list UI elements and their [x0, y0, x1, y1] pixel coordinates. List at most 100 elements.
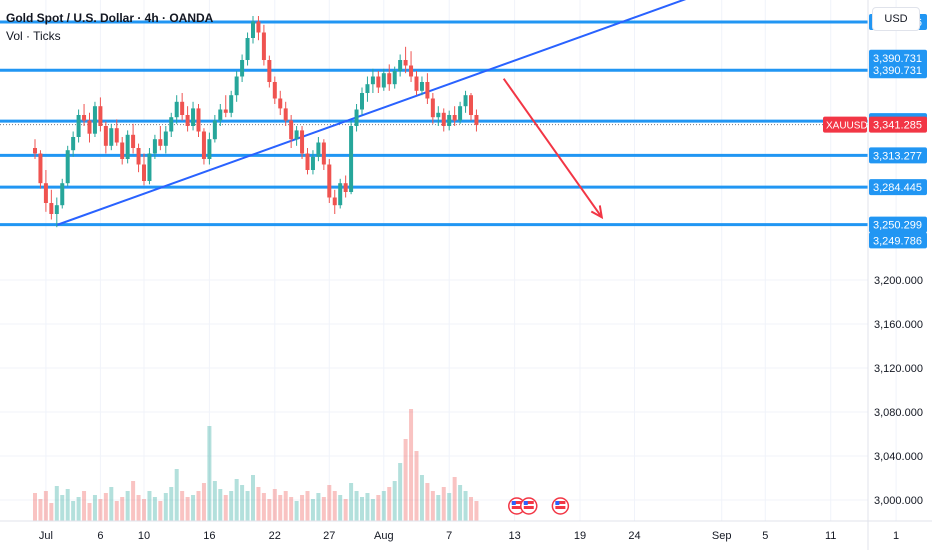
candle-body [180, 101, 185, 115]
projection-arrow-head [590, 205, 604, 220]
candle-body [376, 76, 381, 88]
event-flag-icon [520, 497, 538, 515]
volume-bar [71, 501, 76, 521]
candle-body [223, 109, 228, 113]
level-price-tag-text: 3,390.731 [873, 53, 922, 65]
volume-bar [158, 501, 163, 521]
candle-body [474, 115, 479, 125]
volume-bar [409, 409, 414, 521]
level-price-tag-text: 3,390.731 [873, 65, 922, 77]
time-tick-label: Aug [374, 530, 394, 542]
candle-body [419, 82, 424, 91]
horizontal-levels[interactable] [0, 20, 868, 227]
level-price-tag: 3,284.445 [869, 179, 927, 196]
candle-body [370, 76, 375, 85]
volume-bar [174, 469, 179, 521]
candle-body [305, 153, 310, 170]
candle-body [212, 120, 217, 140]
economic-events[interactable] [508, 497, 570, 515]
volume-bar [49, 503, 54, 521]
candles-layer [33, 16, 479, 228]
volume-bar [310, 499, 315, 521]
volume-bar [120, 497, 125, 521]
level-price-tag: 3,390.731 [869, 49, 927, 66]
last-price-tag-text: 3,341.285 [873, 120, 922, 132]
candle-body [425, 82, 430, 99]
volume-bar [169, 487, 174, 521]
candle-body [103, 126, 108, 146]
candle-body [365, 84, 370, 93]
price-tick-label: 3,120.000 [874, 363, 923, 375]
candle-body [316, 142, 321, 157]
time-tick-label: 22 [269, 530, 281, 542]
volume-bar [125, 491, 130, 521]
event-icon-canton [511, 501, 516, 505]
candle-body [300, 130, 305, 154]
volume-bar [283, 491, 288, 521]
price-tick-label: 3,200.000 [874, 275, 923, 287]
level-price-tag-bg [869, 147, 927, 164]
time-axis[interactable]: Jul 6 10 16 22 27 Aug 7 13 19 24 Sep 5 11 1 [39, 530, 899, 542]
volume-bar [136, 495, 141, 521]
event-flag-icon [551, 497, 570, 515]
candle-body [409, 65, 414, 77]
price-tick-label: 3,000.000 [874, 495, 923, 507]
volume-bar [196, 491, 201, 521]
candle-body [452, 115, 457, 121]
candle-body [54, 205, 59, 214]
candle-body [169, 117, 174, 132]
trend-line-layer[interactable] [56, 0, 700, 226]
candle-body [207, 139, 212, 159]
candle-body [98, 106, 103, 126]
symbol-tag-bg [823, 116, 867, 133]
volume-bar [152, 497, 157, 521]
level-price-tag-bg [869, 216, 927, 233]
volume-bar [218, 489, 223, 521]
level-price-tag-bg [869, 179, 927, 196]
symbol-tag: XAUUSD [823, 116, 868, 133]
candle-body [120, 142, 125, 159]
volume-bar [82, 491, 87, 521]
volume-bar [223, 495, 228, 521]
volume-bar [98, 499, 103, 521]
candle-body [256, 21, 261, 33]
candle-body [463, 95, 468, 107]
volume-bar [316, 493, 321, 521]
candle-body [82, 115, 87, 121]
candle-body [251, 21, 255, 38]
candle-body [349, 126, 354, 192]
event-icon-stripe [523, 506, 534, 509]
projection-arrow-layer[interactable] [502, 78, 604, 220]
volume-bar [245, 491, 250, 521]
price-axis[interactable]: 3,000.000 3,040.000 3,080.000 3,120.000 3,16… [823, 14, 927, 507]
candle-body [441, 112, 446, 126]
volume-bar [109, 487, 114, 521]
candle-body [125, 134, 130, 159]
candle-body [163, 131, 168, 146]
candle-body [289, 120, 294, 140]
candle-body [294, 130, 299, 140]
volume-indicator-label[interactable]: Vol · Ticks [6, 29, 61, 43]
candle-body [332, 197, 337, 206]
volume-bar [267, 499, 272, 521]
volume-bar [338, 495, 343, 521]
event-icon-stripe [511, 506, 522, 509]
level-price-tag-bg [869, 62, 927, 79]
candle-body [60, 183, 65, 206]
volume-bar [212, 481, 217, 521]
level-price-tag-bg [869, 232, 927, 249]
volume-bar [452, 477, 457, 521]
candle-body [136, 148, 141, 165]
candle-body [343, 183, 348, 192]
time-tick-label: 13 [508, 530, 520, 542]
volume-bar [447, 493, 452, 521]
volume-bar [403, 439, 408, 521]
volume-bar [147, 491, 152, 521]
currency-button[interactable]: USD [872, 7, 920, 31]
volume-bar [381, 491, 386, 521]
candle-body [469, 95, 473, 115]
candle-body [87, 120, 92, 134]
candle-body [354, 109, 359, 126]
